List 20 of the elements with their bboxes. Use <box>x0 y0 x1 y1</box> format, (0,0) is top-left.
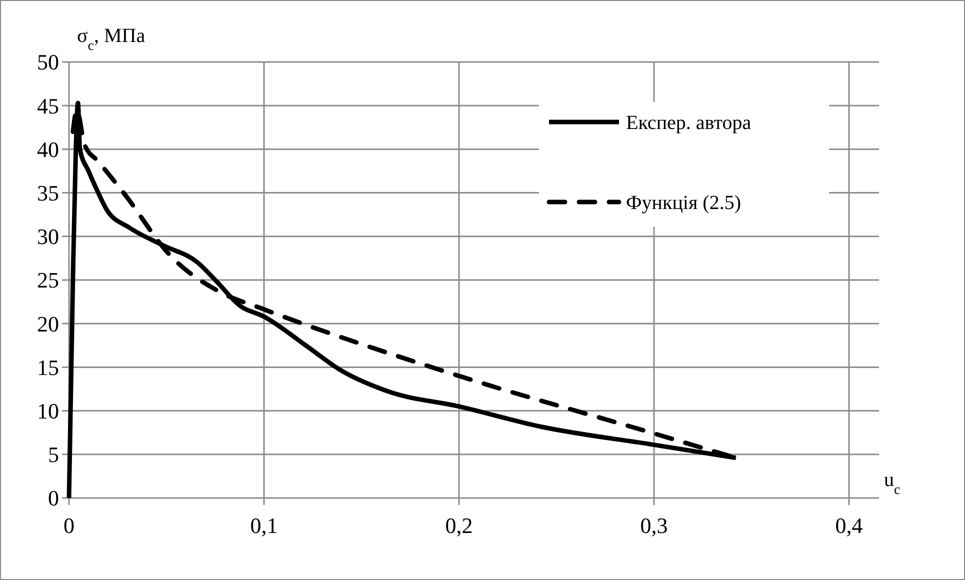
x-axis-title: u$_{c}$ <box>884 469 900 498</box>
y-tick-label: 35 <box>37 180 59 206</box>
legend-label: Функція (2.5) <box>626 192 741 214</box>
x-tick-label: 0,3 <box>640 513 668 538</box>
x-tick-label: 0 <box>64 513 74 538</box>
y-tick-label: 30 <box>37 224 59 250</box>
y-tick-label: 45 <box>37 93 59 118</box>
y-tick-label: 10 <box>37 398 59 424</box>
y-tick-label: 15 <box>37 354 59 380</box>
y-tick-label: 40 <box>37 136 59 162</box>
legend-label: Експер. автора <box>626 112 752 134</box>
y-tick-label: 0 <box>48 486 59 511</box>
y-tick-label: 25 <box>37 268 59 293</box>
y-tick-label: 50 <box>37 50 59 75</box>
x-tick-label: 0,2 <box>445 513 473 538</box>
y-axis-title: σ$_{c}$, МПа <box>77 25 146 54</box>
x-tick-label: 0,4 <box>835 513 863 538</box>
x-tick-label: 0,1 <box>250 513 278 538</box>
y-tick-label: 5 <box>48 442 59 468</box>
y-tick-label: 20 <box>37 311 59 336</box>
